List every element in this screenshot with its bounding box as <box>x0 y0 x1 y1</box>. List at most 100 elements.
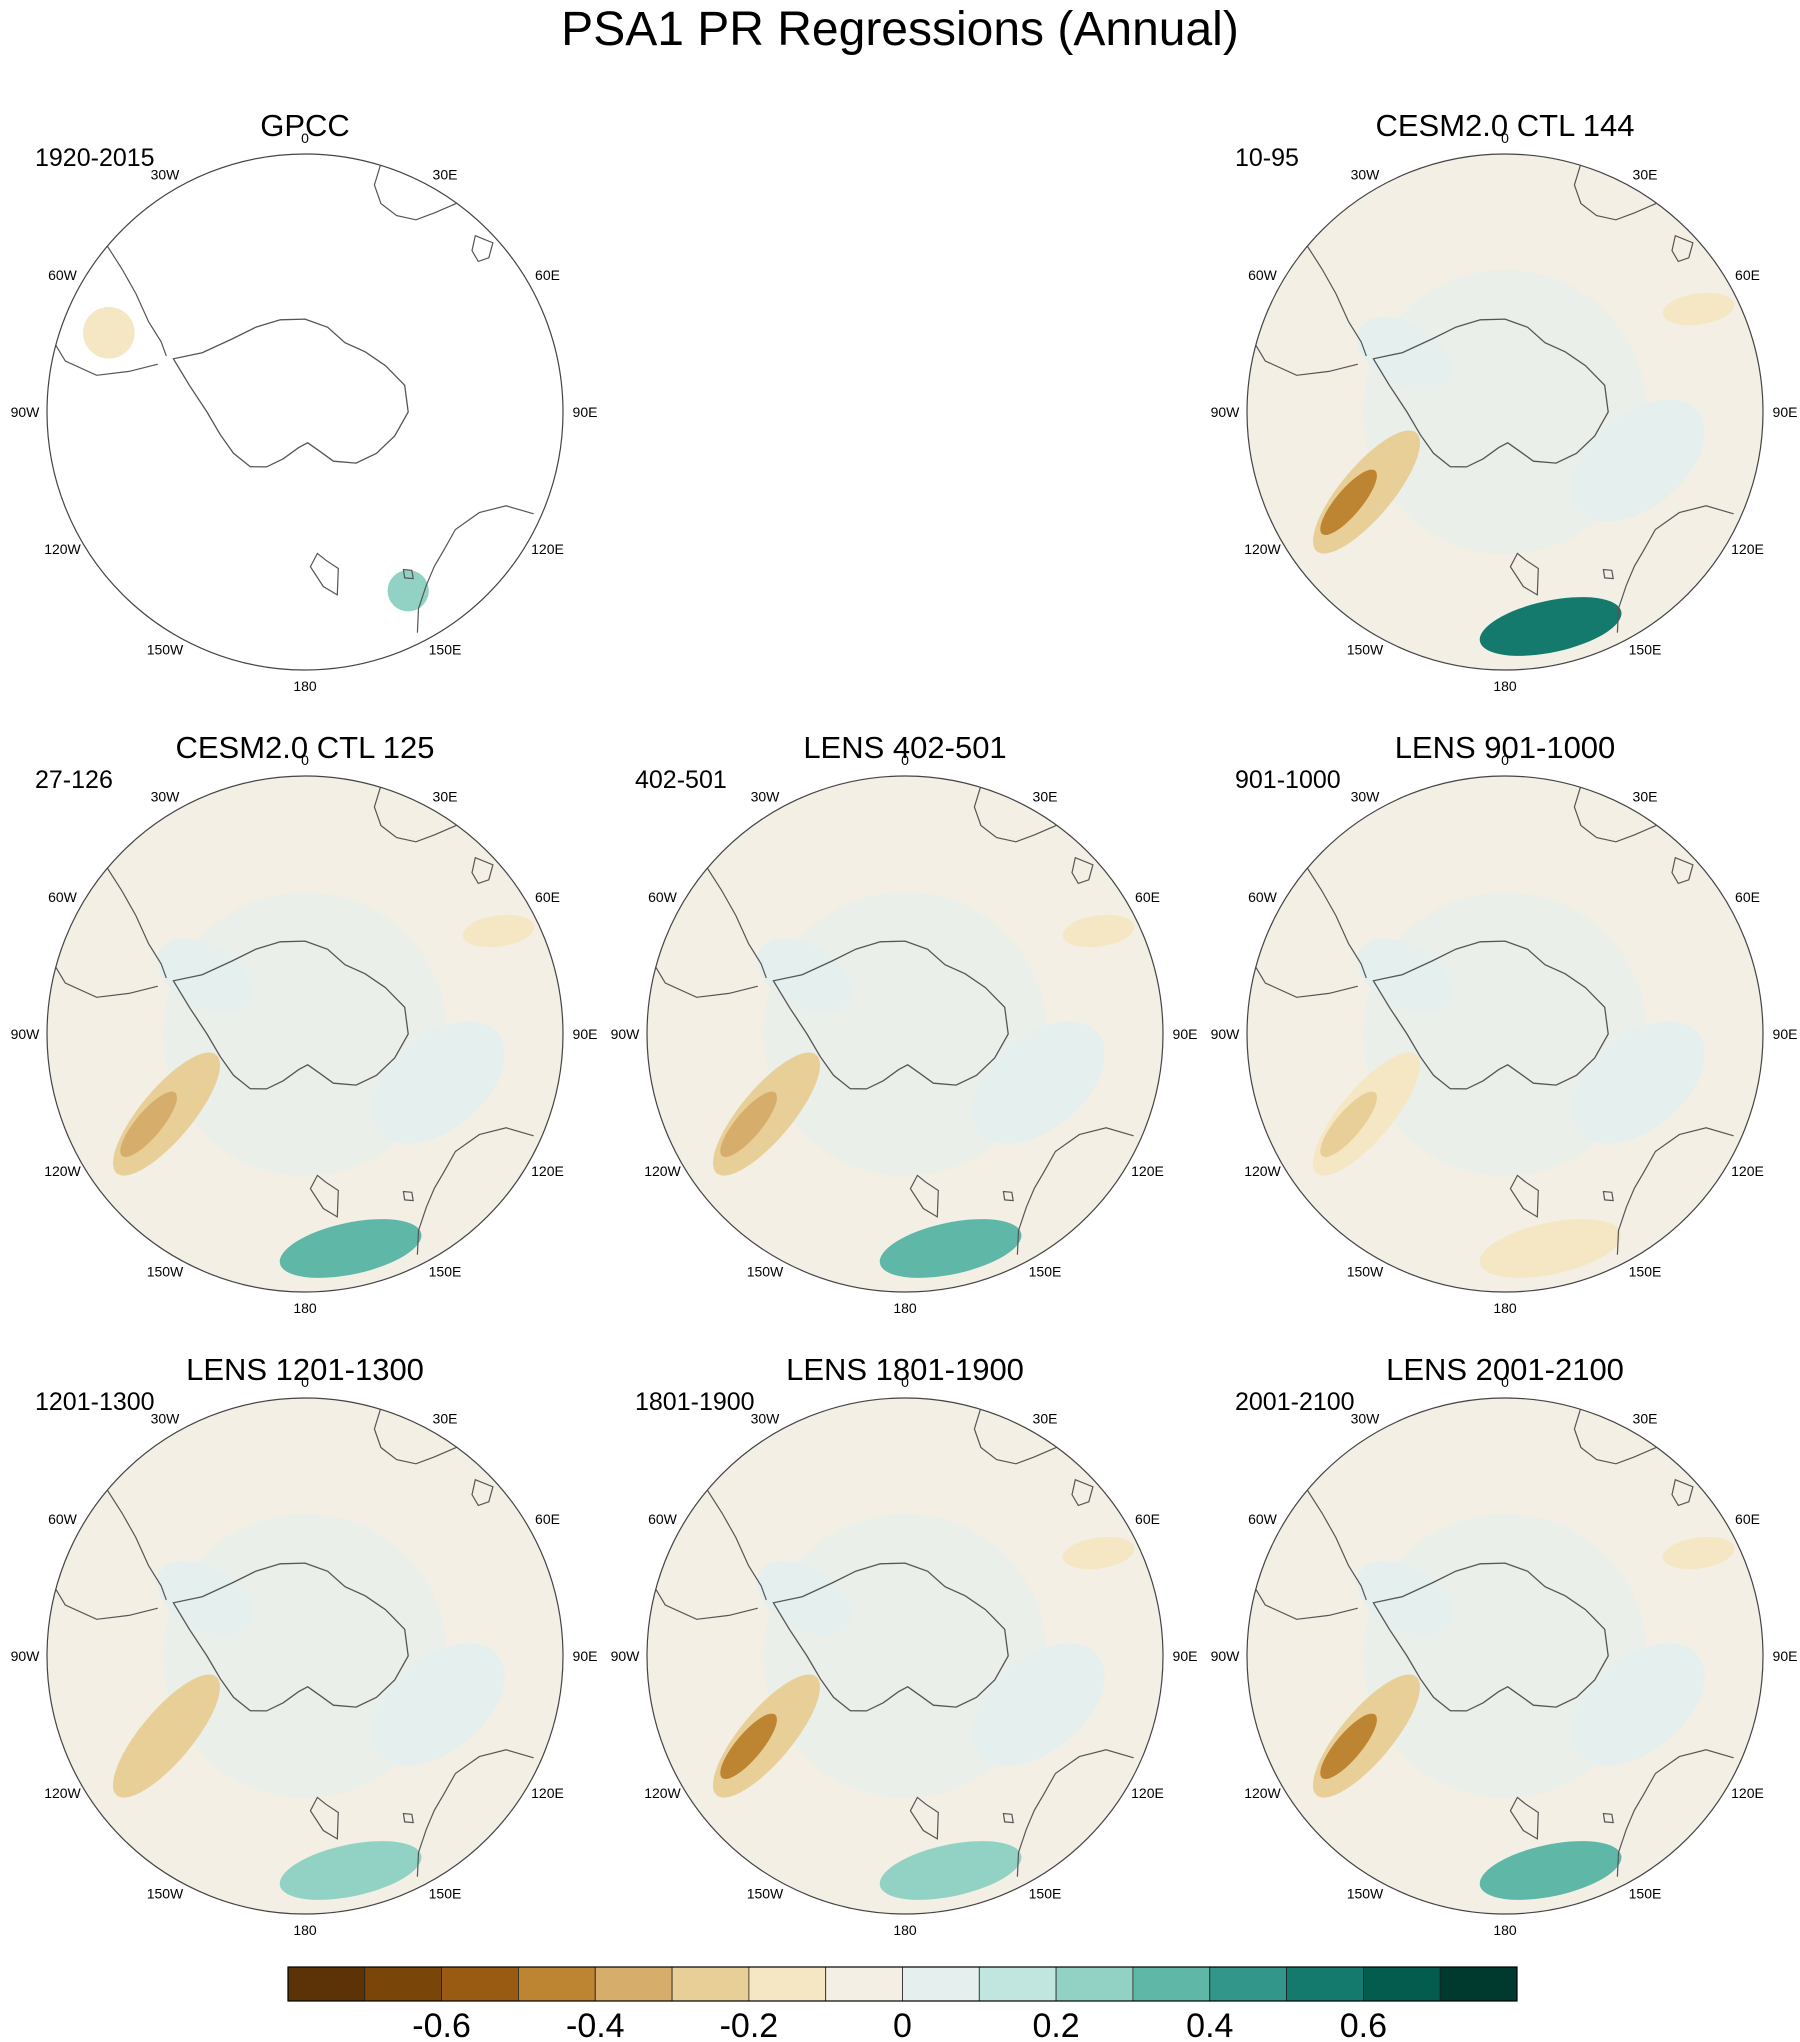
regression-region <box>1662 292 1735 326</box>
panel-period: 402-501 <box>635 766 727 794</box>
coastline <box>1002 1812 1014 1824</box>
longitude-label: 90W <box>11 404 41 420</box>
longitude-label: 150E <box>1629 641 1662 657</box>
coastline <box>1306 1489 1367 1601</box>
longitude-label: 120W <box>44 1163 81 1179</box>
map-panel: GPCC 1920-2015 0 30E 60E 90E 120E 150E 180 150W 12… <box>11 108 598 694</box>
longitude-label: 150W <box>1347 641 1384 657</box>
longitude-label: 120E <box>1731 541 1764 557</box>
panel-title: LENS 1801-1900 <box>786 1352 1024 1387</box>
coastline <box>1573 1409 1657 1465</box>
longitude-label: 90W <box>11 1026 41 1042</box>
longitude-label: 60E <box>1135 1511 1160 1527</box>
panel-title: LENS 402-501 <box>803 730 1006 765</box>
coastline <box>309 1796 339 1840</box>
coastline <box>655 966 758 998</box>
regression-region <box>83 306 135 359</box>
longitude-label: 60E <box>535 1511 560 1527</box>
coastline <box>106 1489 167 1601</box>
longitude-label: 90W <box>611 1648 641 1664</box>
longitude-label: 30W <box>751 1411 781 1427</box>
map-panel: CESM2.0 CTL 144 10-95 0 30E 60E 90E 120E 150E 18… <box>1211 108 1798 694</box>
antarctica-coastline <box>172 318 409 468</box>
map-border <box>46 775 564 1293</box>
regression-region <box>1062 1536 1135 1570</box>
longitude-label: 60W <box>48 889 78 905</box>
longitude-label: 0 <box>1501 1374 1509 1390</box>
regression-region <box>1571 399 1705 522</box>
longitude-label: 0 <box>1501 752 1509 768</box>
colorbar-swatch <box>1055 1966 1134 2002</box>
colorbar-tick-label: 0 <box>893 2007 912 2042</box>
longitude-label: 150W <box>1347 1885 1384 1901</box>
panel-period: 27-126 <box>35 766 113 794</box>
colorbar-swatch <box>364 1966 442 2002</box>
longitude-label: 90W <box>1211 404 1241 420</box>
map-border <box>646 1397 1164 1915</box>
longitude-label: 30E <box>1033 1411 1058 1427</box>
coastline <box>402 1190 414 1202</box>
coastline <box>655 1588 758 1620</box>
longitude-label: 180 <box>893 1300 917 1316</box>
coastline <box>1602 1190 1614 1202</box>
longitude-label: 90W <box>611 1026 641 1042</box>
colorbar-tick-label: 0.2 <box>1032 2007 1079 2042</box>
map-panel: LENS 2001-2100 2001-2100 0 30E 60E 90E 120E 150… <box>1211 1352 1798 1938</box>
colorbar-swatch <box>1132 1966 1211 2002</box>
longitude-label: 120W <box>644 1785 681 1801</box>
map-border <box>646 775 1164 1293</box>
figure-title: PSA1 PR Regressions (Annual) <box>561 3 1239 56</box>
regression-region <box>879 1841 1022 1900</box>
panel-period: 1201-1300 <box>35 1388 155 1416</box>
longitude-label: 150W <box>147 1263 184 1279</box>
colorbar-swatch <box>671 1966 750 2002</box>
regression-region <box>1062 914 1135 948</box>
coastline <box>471 234 494 263</box>
longitude-label: 120E <box>531 541 564 557</box>
longitude-label: 30E <box>433 789 458 805</box>
regression-region <box>1662 914 1735 948</box>
coastline <box>1071 1478 1094 1507</box>
coastline <box>1509 1174 1539 1218</box>
coastline <box>416 1127 534 1255</box>
map-border <box>1246 1397 1764 1915</box>
regression-region <box>371 1643 505 1766</box>
coastline <box>973 787 1057 843</box>
coastline <box>1255 344 1358 376</box>
longitude-label: 0 <box>901 1374 909 1390</box>
coastline <box>55 1588 158 1620</box>
longitude-label: 150W <box>1347 1263 1384 1279</box>
coastline <box>706 1489 767 1601</box>
coastline <box>373 1409 457 1465</box>
longitude-label: 150W <box>747 1885 784 1901</box>
longitude-label: 180 <box>893 1922 917 1938</box>
longitude-label: 30E <box>433 167 458 183</box>
coastline <box>471 1478 494 1507</box>
longitude-label: 60W <box>48 1511 78 1527</box>
regression-region <box>757 1560 852 1636</box>
coastline <box>55 966 158 998</box>
regression-region <box>720 1091 777 1157</box>
coastline <box>1016 1127 1134 1255</box>
panel-title: LENS 1201-1300 <box>186 1352 424 1387</box>
regression-region <box>371 1021 505 1144</box>
regression-region <box>120 1713 177 1779</box>
regression-region <box>462 1536 535 1570</box>
longitude-label: 30E <box>1633 167 1658 183</box>
coastline <box>1016 1749 1134 1877</box>
longitude-label: 90W <box>11 1648 41 1664</box>
coastline <box>973 1409 1057 1465</box>
map-border <box>1246 775 1764 1293</box>
regression-region <box>757 938 852 1014</box>
coastline <box>1616 1749 1734 1877</box>
longitude-label: 60E <box>1135 889 1160 905</box>
longitude-label: 90E <box>1173 1026 1198 1042</box>
coastline <box>1255 966 1358 998</box>
longitude-label: 60W <box>648 889 678 905</box>
colorbar-tick-label: -0.2 <box>720 2007 779 2042</box>
regression-region <box>1571 1021 1705 1144</box>
colorbar-swatch <box>748 1966 827 2002</box>
longitude-label: 0 <box>301 752 309 768</box>
panel-title: CESM2.0 CTL 144 <box>1375 108 1634 143</box>
